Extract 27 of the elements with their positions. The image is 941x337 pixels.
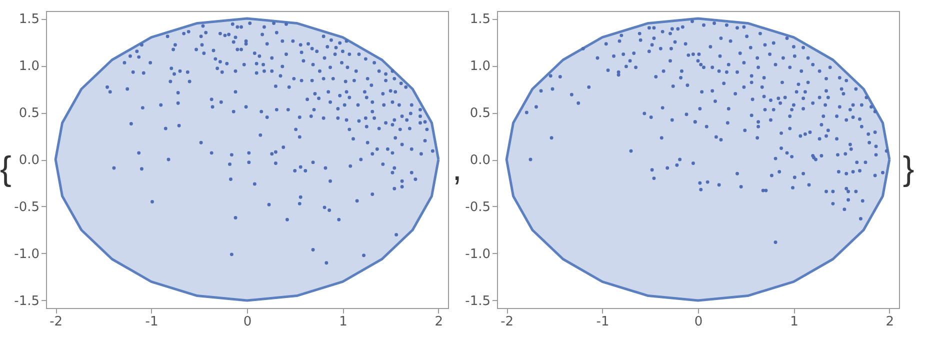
y-tick-label: 1.5 [19,12,40,27]
text: } [902,150,914,188]
text: , [452,150,462,188]
y-tick-label: -1.5 [14,293,40,308]
x-tick-label: 0 [694,314,702,329]
y-tick-label: -1.0 [464,246,490,262]
y-tick-label: 1.0 [19,58,40,74]
x-tick-label: 1 [790,314,798,329]
y-tick-label: -0.5 [14,199,40,214]
x-tick-label: 0 [244,314,252,329]
text: { [0,150,12,188]
x-tick-label: 2 [886,314,894,329]
x-tick-label: -1 [146,314,159,329]
y-tick-label: 1.5 [470,12,490,27]
x-tick-label: -2 [50,314,63,329]
x-tick-label: 1 [339,314,348,329]
x-tick-label: 2 [435,314,444,329]
y-tick-label: 0.0 [19,152,40,168]
x-tick-label: -1 [596,314,610,329]
y-tick-label: 0.5 [470,106,490,121]
y-tick-label: 1.0 [470,58,490,74]
y-tick-label: 0.5 [19,106,40,121]
y-tick-label: -0.5 [464,199,490,214]
y-tick-label: -1.5 [464,293,490,308]
x-tick-label: -2 [500,314,514,329]
y-tick-label: -1.0 [14,246,40,262]
y-tick-label: 0.0 [470,152,490,168]
